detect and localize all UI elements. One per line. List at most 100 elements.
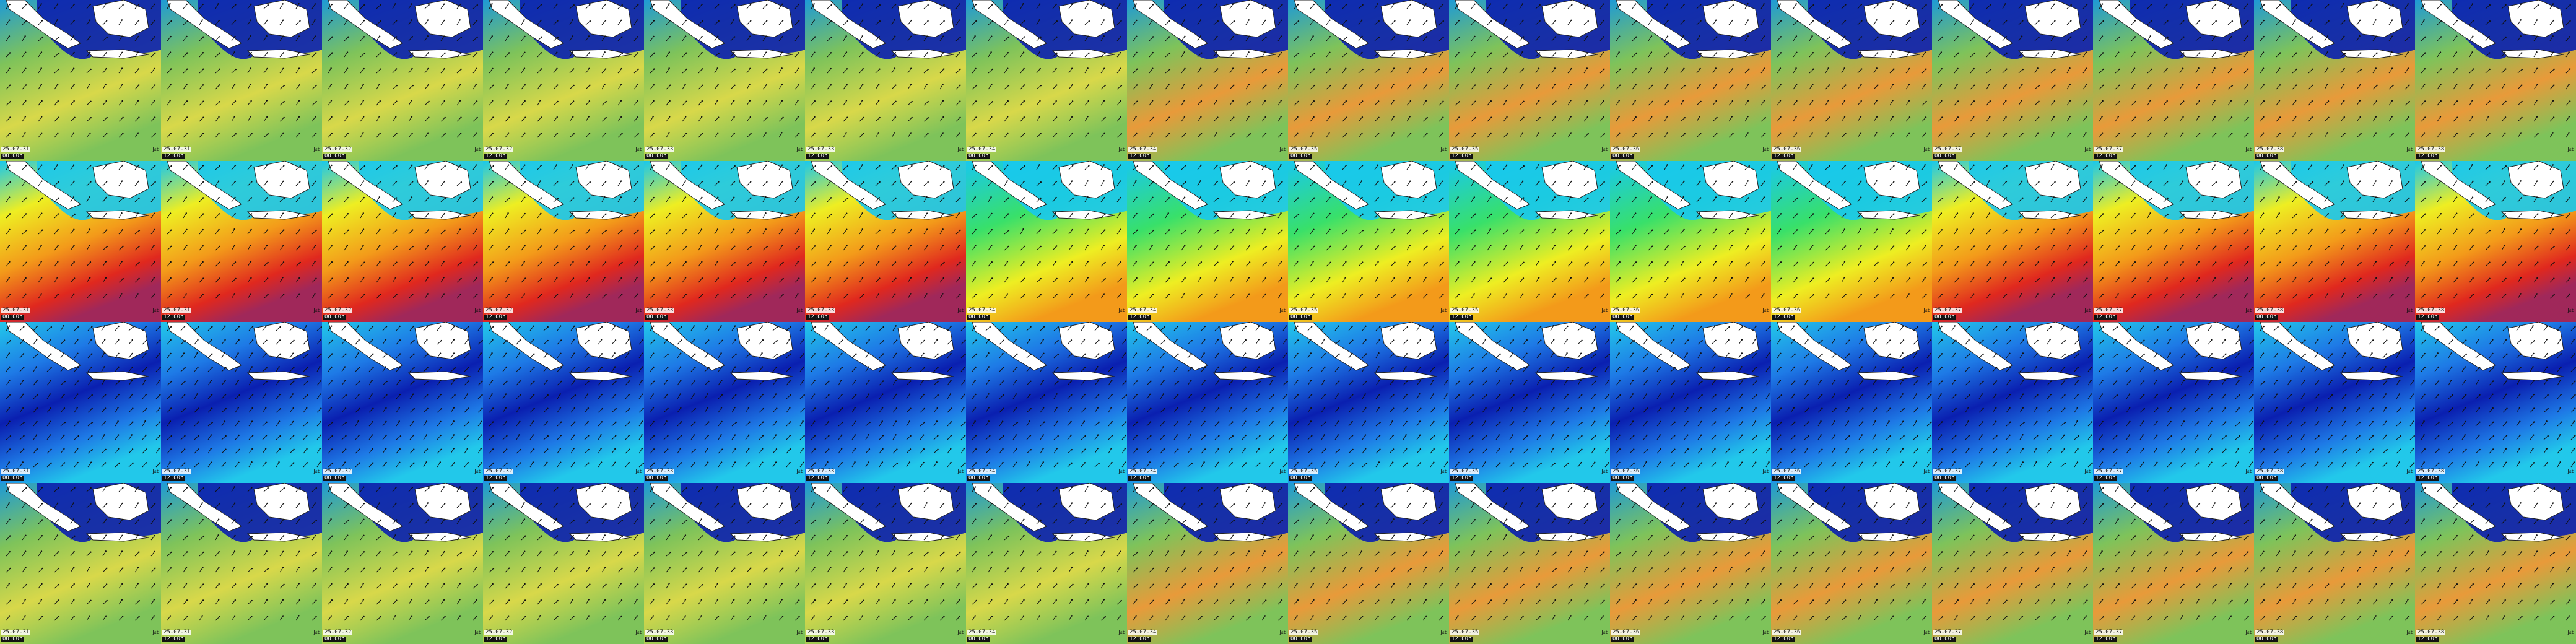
direction-arrow <box>1052 294 1057 299</box>
arrow-head <box>185 261 188 263</box>
direction-arrow <box>167 181 172 186</box>
direction-arrow <box>859 84 863 90</box>
direction-arrow <box>891 85 896 90</box>
arrow-head <box>266 100 268 102</box>
direction-arrow <box>1535 277 1539 283</box>
forecast-map-tile[interactable]: 25-07-31 12:00h Jst <box>161 0 322 161</box>
direction-arrow <box>408 36 413 41</box>
direction-arrow <box>102 294 107 299</box>
direction-arrow <box>1680 53 1685 58</box>
arrow-head <box>1087 100 1089 102</box>
direction-arrow <box>569 20 573 25</box>
arrow-head <box>460 181 463 183</box>
forecast-map-tile[interactable]: 25-07-36 12:00h Jst <box>1771 0 1932 161</box>
direction-arrow <box>1455 245 1460 251</box>
forecast-map-tile[interactable]: 25-07-37 00:00h Jst <box>1932 0 2093 161</box>
arrow-head <box>1700 4 1702 6</box>
forecast-map-tile[interactable]: 25-07-35 12:00h Jst <box>1449 0 1610 161</box>
direction-arrow <box>1406 165 1411 170</box>
direction-arrow <box>1438 277 1443 283</box>
direction-arrow <box>295 294 300 299</box>
arrow-head <box>476 197 478 199</box>
forecast-map-tile[interactable]: 25-07-35 00:00h Jst <box>1288 0 1449 161</box>
direction-arrow <box>762 36 767 41</box>
direction-arrow <box>2421 53 2426 58</box>
direction-arrow <box>553 294 558 299</box>
direction-arrow <box>1857 100 1862 106</box>
arrow-head <box>556 277 558 279</box>
forecast-map-tile[interactable]: 25-07-33 00:00h Jst <box>644 161 805 322</box>
arrow-head <box>137 180 139 183</box>
direction-arrow <box>150 20 155 25</box>
direction-arrow <box>2340 20 2345 25</box>
direction-arrow <box>1229 52 1234 58</box>
island-java <box>85 49 149 59</box>
direction-arrow <box>698 100 703 106</box>
forecast-map-tile[interactable]: 25-07-34 00:00h Jst <box>966 161 1127 322</box>
forecast-map-tile[interactable]: 25-07-35 00:00h Jst <box>1288 161 1449 322</box>
forecast-map-tile[interactable]: 25-07-31 12:00h Jst <box>161 161 322 322</box>
arrow-head <box>1409 180 1411 182</box>
forecast-map-tile[interactable]: 25-07-31 00:00h Jst <box>0 161 161 322</box>
direction-arrow <box>521 4 525 9</box>
direction-arrow <box>537 262 542 267</box>
direction-arrow <box>923 181 929 186</box>
arrow-head <box>170 277 172 279</box>
direction-arrow <box>923 84 928 90</box>
forecast-time: 00:00h <box>645 314 668 320</box>
forecast-map-tile[interactable]: 25-07-31 00:00h Jst <box>0 0 161 161</box>
arrow-head <box>797 100 799 102</box>
arrow-head <box>2086 84 2087 86</box>
arrow-head <box>814 165 816 167</box>
forecast-map-tile[interactable]: 25-07-33 12:00h Jst <box>805 161 966 322</box>
forecast-map-tile[interactable]: 25-07-33 00:00h Jst <box>644 0 805 161</box>
arrow-head <box>1747 132 1749 134</box>
forecast-map-tile[interactable]: 25-07-35 12:00h Jst <box>1449 161 1610 322</box>
direction-arrow <box>2340 68 2345 74</box>
forecast-map-tile[interactable]: 25-07-32 00:00h Jst <box>322 161 483 322</box>
direction-arrow <box>167 197 172 202</box>
arrow-head <box>1474 51 1476 54</box>
forecast-map-tile[interactable]: 25-07-32 12:00h Jst <box>483 161 644 322</box>
arrow-head <box>1393 196 1395 198</box>
direction-arrow <box>118 52 123 58</box>
arrow-head <box>733 132 736 134</box>
direction-arrow <box>1181 293 1185 299</box>
arrow-head <box>1425 294 1428 295</box>
forecast-map-tile[interactable]: 25-07-34 12:00h Jst <box>1127 161 1288 322</box>
forecast-map-tile[interactable]: 25-07-33 12:00h Jst <box>805 0 966 161</box>
forecast-map-tile[interactable]: 25-07-34 12:00h Jst <box>1127 0 1288 161</box>
arrow-head <box>250 100 252 102</box>
forecast-map-tile[interactable]: 25-07-36 00:00h Jst <box>1610 0 1771 161</box>
arrow-head <box>1684 133 1686 135</box>
arrow-head <box>2359 100 2361 102</box>
direction-arrow <box>2276 36 2280 41</box>
forecast-map-tile[interactable]: 25-07-38 00:00h Jst <box>2254 0 2415 161</box>
arrow-head <box>637 100 638 102</box>
direction-arrow <box>1503 4 1507 9</box>
provider-logo: Jst <box>1440 308 1447 313</box>
forecast-map-tile[interactable]: 25-07-34 00:00h Jst <box>966 0 1127 161</box>
forecast-map-tile[interactable]: 25-07-32 00:00h Jst <box>322 0 483 161</box>
direction-arrow <box>1438 52 1443 58</box>
direction-arrow <box>1455 84 1459 90</box>
direction-arrow <box>2179 20 2184 25</box>
arrow-head <box>1152 116 1154 119</box>
arrow-head <box>1506 116 1508 118</box>
forecast-map-tile[interactable]: 25-07-32 12:00h Jst <box>483 0 644 161</box>
direction-arrow <box>569 69 574 74</box>
forecast-map-tile[interactable]: 25-07-38 12:00h Jst <box>2415 0 2576 161</box>
direction-arrow <box>633 246 638 251</box>
arrow-head <box>572 51 573 53</box>
direction-arrow <box>1181 277 1186 283</box>
direction-arrow <box>1535 84 1540 90</box>
direction-arrow <box>1938 37 1943 41</box>
direction-arrow <box>54 4 58 9</box>
forecast-map-tile[interactable]: 25-07-37 12:00h Jst <box>2093 0 2254 161</box>
arrow-head <box>1650 67 1652 69</box>
arrow-head <box>41 20 43 22</box>
arrow-head <box>766 20 768 22</box>
direction-arrow <box>1471 101 1476 106</box>
direction-arrow <box>1422 165 1427 170</box>
forecast-map-tile[interactable]: 25-07-36 00:00h Jst <box>1610 161 1771 322</box>
